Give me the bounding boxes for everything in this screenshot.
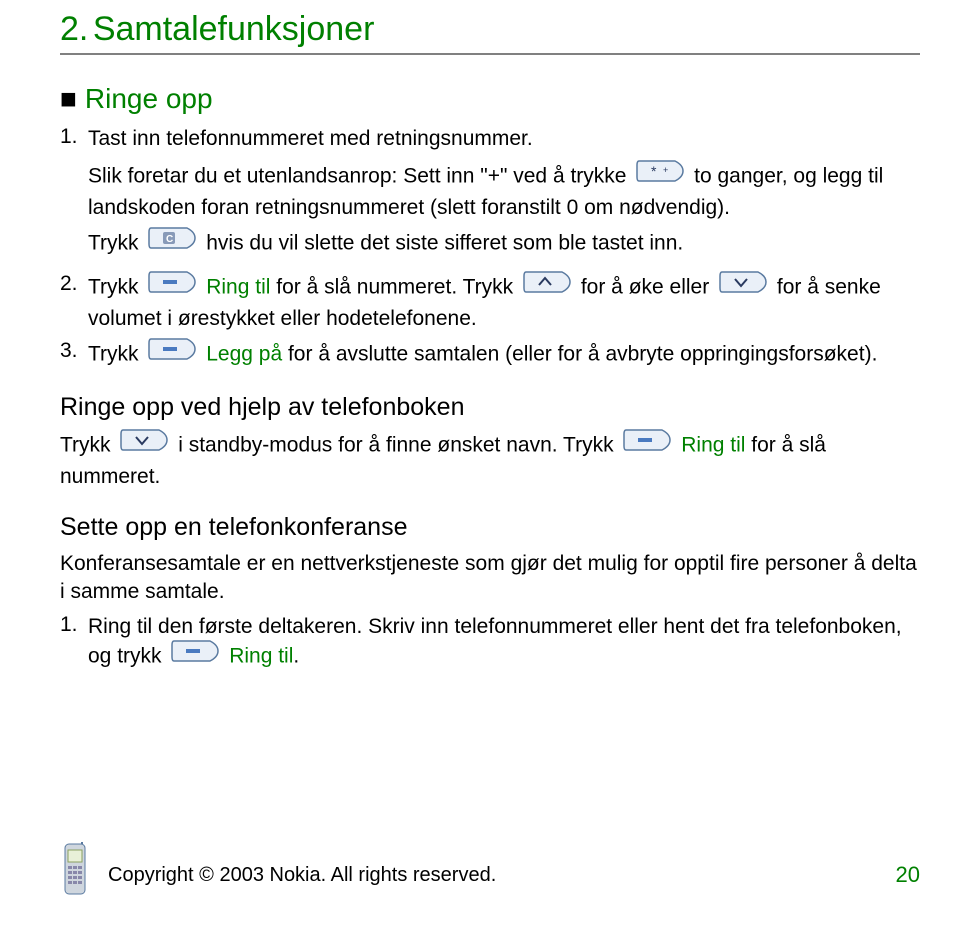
heading-ringe-opp: ■ Ringe opp bbox=[60, 83, 920, 115]
conference-intro: Konferansesamtale er en nettverkstjenest… bbox=[60, 550, 920, 607]
star-key-icon bbox=[635, 159, 685, 191]
heading-ringe-opp-text: Ringe opp bbox=[85, 83, 213, 114]
link-legg-paa: Legg på bbox=[200, 343, 282, 366]
down-key-icon bbox=[119, 428, 169, 460]
conf-list-item-1: 1. Ring til den første deltakeren. Skriv… bbox=[60, 613, 920, 674]
list-item-2: 2. Trykk Ring til for å slå nummeret. Tr… bbox=[60, 272, 920, 333]
text-fragment: for å øke eller bbox=[575, 276, 715, 299]
link-ring-til: Ring til bbox=[675, 434, 745, 457]
list-content: Trykk Ring til for å slå nummeret. Trykk… bbox=[88, 272, 920, 333]
select-key-icon bbox=[147, 337, 197, 369]
text-fragment: Trykk bbox=[88, 232, 144, 255]
text-fragment: Trykk bbox=[88, 276, 144, 299]
section-title: Samtalefunksjoner bbox=[93, 10, 375, 48]
section-title-row: 2. Samtalefunksjoner bbox=[60, 10, 920, 49]
text-fragment: Trykk bbox=[88, 343, 144, 366]
copyright-text: Copyright © 2003 Nokia. All rights reser… bbox=[108, 864, 896, 887]
down-key-icon bbox=[718, 270, 768, 302]
text-fragment: Slik foretar du et utenlandsanrop: Sett … bbox=[88, 165, 632, 188]
link-ring-til: Ring til bbox=[200, 276, 270, 299]
page-number: 20 bbox=[896, 862, 920, 888]
document-page: 2. Samtalefunksjoner ■ Ringe opp 1. Tast … bbox=[0, 0, 960, 699]
text-fragment: for å slå nummeret. Trykk bbox=[270, 276, 519, 299]
c-key-icon bbox=[147, 226, 197, 258]
link-ring-til: Ring til bbox=[223, 645, 293, 668]
list-number: 3. bbox=[60, 339, 88, 371]
text-fragment: i standby-modus for å finne ønsket navn.… bbox=[172, 434, 619, 457]
up-key-icon bbox=[522, 270, 572, 302]
list-content: Ring til den første deltakeren. Skriv in… bbox=[88, 613, 920, 674]
item1-text: Tast inn telefonnummeret med retningsnum… bbox=[88, 127, 533, 150]
list-content: Trykk Legg på for å avslutte samtalen (e… bbox=[88, 339, 920, 371]
phonebook-paragraph: Trykk i standby-modus for å finne ønsket… bbox=[60, 430, 920, 491]
list-number: 2. bbox=[60, 272, 88, 333]
heading-phonebook: Ringe opp ved hjelp av telefonboken bbox=[60, 393, 920, 422]
select-key-icon bbox=[170, 639, 220, 671]
page-footer: Copyright © 2003 Nokia. All rights reser… bbox=[60, 842, 920, 908]
list-item-1: 1. Tast inn telefonnummeret med retnings… bbox=[60, 125, 920, 266]
select-key-icon bbox=[147, 270, 197, 302]
section-number: 2. bbox=[60, 10, 88, 48]
select-key-icon bbox=[622, 428, 672, 460]
item1-para3: Trykk hvis du vil slette det siste siffe… bbox=[88, 228, 920, 260]
list-number: 1. bbox=[60, 125, 88, 266]
list-number: 1. bbox=[60, 613, 88, 674]
bullet-icon: ■ bbox=[60, 83, 77, 114]
list-content: Tast inn telefonnummeret med retningsnum… bbox=[88, 125, 920, 266]
phone-icon bbox=[60, 842, 90, 908]
text-fragment: for å avslutte samtalen (eller for å avb… bbox=[282, 343, 877, 366]
text-fragment: Trykk bbox=[60, 434, 116, 457]
title-underline bbox=[60, 53, 920, 55]
text-fragment: . bbox=[293, 645, 299, 668]
heading-conference: Sette opp en telefonkonferanse bbox=[60, 513, 920, 542]
text-fragment: hvis du vil slette det siste sifferet so… bbox=[200, 232, 683, 255]
list-item-3: 3. Trykk Legg på for å avslutte samtalen… bbox=[60, 339, 920, 371]
item1-para2: Slik foretar du et utenlandsanrop: Sett … bbox=[88, 161, 920, 222]
